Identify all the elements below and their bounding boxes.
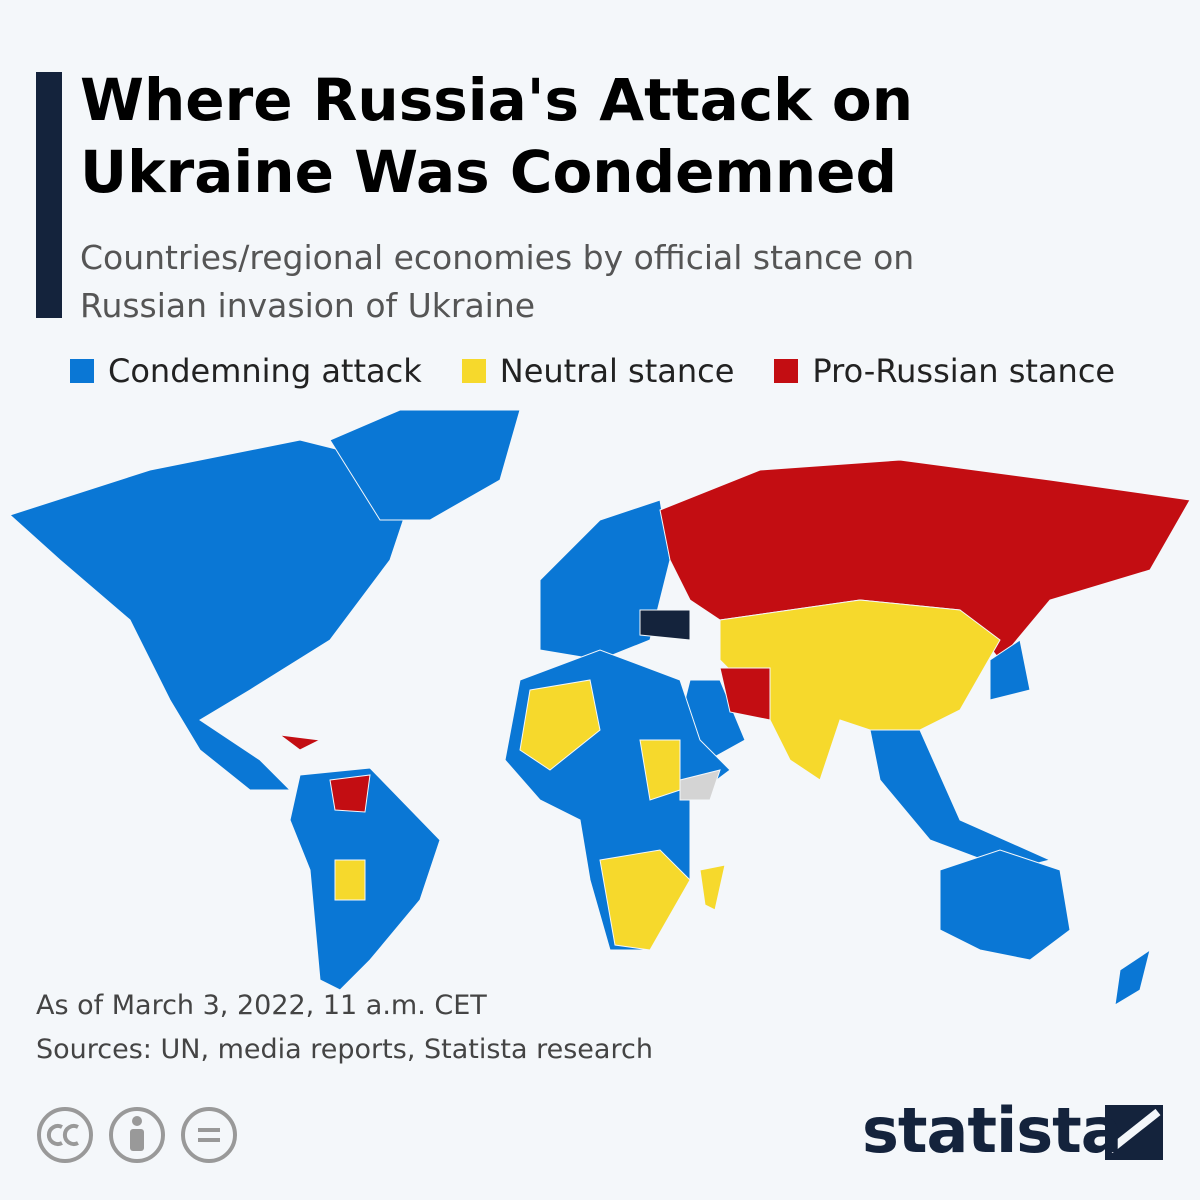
legend-swatch [70, 359, 94, 383]
legend-swatch [774, 359, 799, 383]
accent-bar [36, 72, 62, 318]
legend-item: Condemning attack [70, 352, 422, 390]
date-note: As of March 3, 2022, 11 a.m. CET [36, 990, 487, 1021]
title: Where Russia's Attack on Ukraine Was Con… [80, 66, 913, 206]
legend-swatch [461, 359, 486, 383]
legend-item: Neutral stance [461, 352, 735, 390]
sources: Sources: UN, media reports, Statista res… [36, 1034, 653, 1065]
legend: Condemning attack Neutral stance Pro-Russi… [70, 352, 1115, 390]
legend-label: Pro-Russian stance [812, 352, 1116, 390]
legend-label: Neutral stance [499, 352, 735, 390]
brand: statista [862, 1094, 1123, 1167]
subtitle: Countries/regional economies by official… [80, 238, 915, 325]
legend-label: Condemning attack [108, 352, 422, 390]
legend-item: Pro-Russian stance [774, 352, 1115, 390]
